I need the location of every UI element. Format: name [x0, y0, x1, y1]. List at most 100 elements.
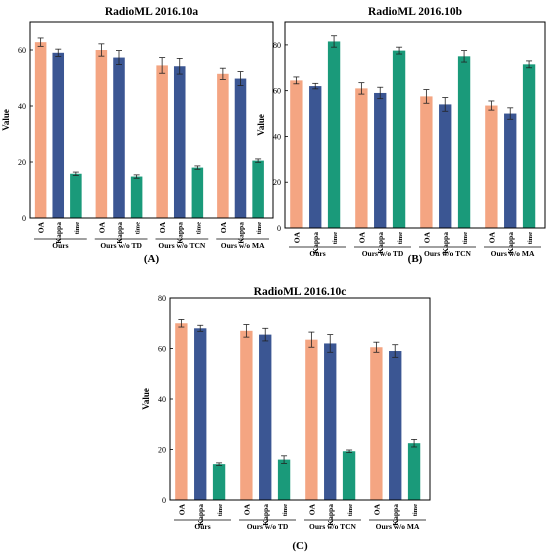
y-tick-label: 20 — [273, 178, 281, 187]
metric-label: Kappa — [261, 504, 270, 526]
metric-label: OA — [242, 503, 251, 515]
plot-frame — [29, 21, 274, 219]
bar — [95, 50, 108, 218]
bar — [485, 105, 498, 228]
y-tick-label: 40 — [18, 102, 26, 111]
y-axis-label: Value — [256, 114, 266, 136]
bar — [156, 65, 168, 219]
metric-label: time — [282, 504, 289, 516]
metric-label: Kappa — [326, 504, 335, 526]
bar — [457, 56, 471, 229]
bar — [191, 167, 204, 218]
bar — [420, 96, 433, 228]
y-tick-label: 40 — [273, 132, 281, 141]
metric-label: Kappa — [115, 222, 124, 244]
metric-label: Kappa — [236, 222, 245, 244]
bar — [389, 351, 402, 500]
metric-label: time — [195, 222, 202, 234]
metric-label: OA — [177, 503, 186, 515]
group-label: Ours w/o MA — [491, 249, 535, 258]
metric-label: time — [412, 504, 419, 516]
bar — [277, 459, 291, 500]
metric-label: Kappa — [441, 232, 450, 254]
bar — [34, 42, 47, 218]
metric-label: time — [135, 222, 142, 234]
metric-label: OA — [158, 221, 167, 233]
bar — [327, 41, 341, 229]
group-label: Ours w/o TD — [362, 249, 404, 258]
group-label: Ours — [52, 241, 68, 250]
bar — [309, 86, 322, 228]
y-tick-label: 20 — [18, 158, 26, 167]
group-label: Ours w/o TD — [100, 241, 142, 250]
bar — [130, 176, 143, 218]
chart-title: RadioML 2016.10c — [254, 286, 347, 298]
metric-label: time — [462, 232, 469, 244]
metric-label: OA — [219, 221, 228, 233]
panel-label: (A) — [144, 253, 160, 265]
bar — [305, 339, 318, 500]
metric-label: Kappa — [376, 232, 385, 254]
bar — [70, 173, 82, 218]
group-label: Ours — [309, 249, 325, 258]
bar — [234, 78, 247, 218]
metric-label: OA — [487, 231, 496, 243]
bar — [290, 80, 303, 228]
bar — [439, 104, 452, 228]
metric-label: Kappa — [506, 232, 515, 254]
metric-label: time — [527, 232, 534, 244]
chart-panel-a: RadioML 2016.10a 0 20 40 60 Value OA Kappa time O… — [1, 6, 274, 265]
y-axis-label: Value — [1, 109, 11, 131]
bar — [504, 113, 517, 228]
metric-label: OA — [37, 221, 46, 233]
y-tick-label: 40 — [158, 395, 166, 404]
metric-label: time — [332, 232, 339, 244]
y-tick-label: 60 — [158, 345, 166, 354]
group-label: Ours w/o MA — [376, 522, 420, 531]
group-label: Ours — [194, 522, 210, 531]
y-tick-label: 0 — [277, 224, 281, 233]
bar — [342, 451, 356, 500]
chart-panel-b: RadioML 2016.10b 0 20 40 60 80 Value OA Kappa tim… — [256, 6, 546, 265]
y-tick-label: 0 — [22, 214, 26, 223]
bar — [217, 73, 229, 218]
metric-label: time — [256, 222, 263, 234]
group-label: Ours w/o TD — [247, 522, 289, 531]
y-axis-label: Value — [141, 388, 151, 410]
panel-label: (C) — [292, 540, 308, 552]
bar — [240, 330, 253, 500]
bar — [370, 347, 383, 500]
plot-frame — [284, 21, 546, 229]
bar — [212, 464, 226, 500]
metric-label: OA — [97, 221, 106, 233]
y-tick-label: 60 — [18, 46, 26, 55]
chart-title: RadioML 2016.10a — [105, 6, 199, 18]
group-label: Ours w/o TCN — [309, 522, 357, 531]
metric-label: time — [217, 504, 224, 516]
group-label: Ours w/o TCN — [424, 249, 472, 258]
bar — [52, 52, 65, 218]
y-tick-label: 60 — [273, 87, 281, 96]
bar — [374, 92, 387, 228]
metric-label: OA — [357, 231, 366, 243]
metric-label: Kappa — [311, 232, 320, 254]
metric-label: Kappa — [54, 222, 63, 244]
bar — [522, 64, 536, 228]
metric-label: OA — [307, 503, 316, 515]
metric-label: Kappa — [391, 504, 400, 526]
group-label: Ours w/o MA — [221, 241, 265, 250]
bar — [324, 343, 337, 500]
bar — [194, 328, 207, 500]
bar — [113, 57, 125, 219]
metric-label: Kappa — [196, 504, 205, 526]
metric-label: OA — [372, 503, 381, 515]
bar — [175, 323, 188, 500]
plot-frame — [169, 297, 431, 501]
y-tick-label: 80 — [158, 294, 166, 303]
metric-label: Kappa — [176, 222, 185, 244]
metric-label: OA — [292, 231, 301, 243]
panel-label: (B) — [408, 253, 423, 265]
metric-label: OA — [422, 231, 431, 243]
group-label: Ours w/o TCN — [158, 241, 206, 250]
